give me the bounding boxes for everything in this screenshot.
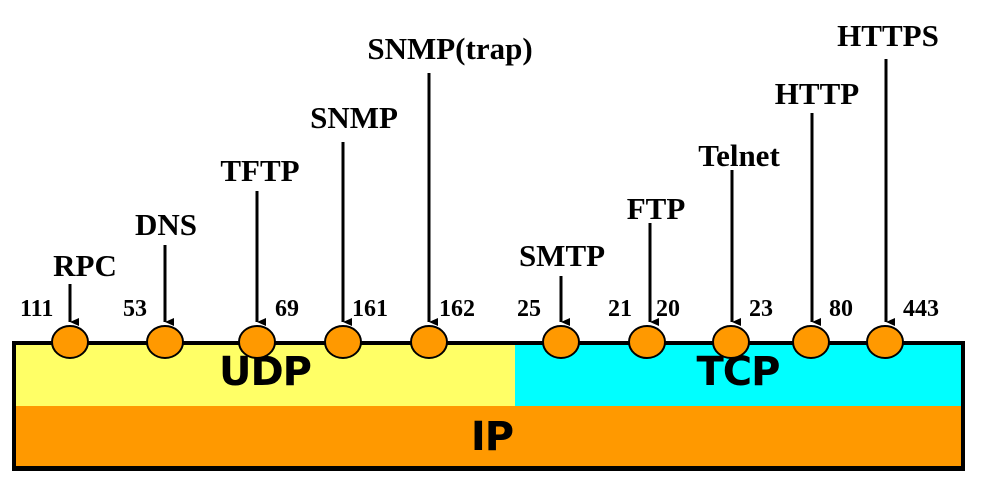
port-label-443: 443 [903, 296, 939, 322]
port-circle-111 [51, 325, 89, 359]
udp-label: UDP [219, 349, 312, 395]
port-label-111: 111 [20, 296, 54, 322]
service-label-http: HTTP [774, 76, 860, 111]
port-circle-162 [410, 325, 448, 359]
service-label-rpc: RPC [53, 248, 117, 283]
service-label-https: HTTPS [837, 18, 939, 53]
service-label-telnet: Telnet [698, 138, 780, 173]
port-label-21: 21 [608, 296, 632, 322]
port-label-20: 20 [656, 296, 680, 322]
port-circle-21-20 [628, 325, 666, 359]
port-label-23: 23 [749, 296, 773, 322]
ip-layer [12, 406, 965, 471]
service-label-snmp: SNMP [310, 100, 398, 135]
port-label-53: 53 [123, 296, 147, 322]
ip-label: IP [470, 414, 514, 460]
port-label-161: 161 [352, 296, 388, 322]
service-label-smtp: SMTP [518, 238, 606, 273]
port-circle-53 [146, 325, 184, 359]
port-circle-161 [324, 325, 362, 359]
port-label-162: 162 [439, 296, 475, 322]
tcp-label: TCP [696, 349, 781, 395]
port-circle-69 [238, 325, 276, 359]
service-label-ftp: FTP [626, 191, 686, 226]
port-label-25: 25 [517, 296, 541, 322]
port-circle-80 [792, 325, 830, 359]
service-label-tftp: TFTP [220, 153, 300, 188]
port-circle-25 [542, 325, 580, 359]
port-label-80: 80 [829, 296, 853, 322]
port-circle-443 [866, 325, 904, 359]
service-label-snmp-trap: SNMP(trap) [367, 31, 533, 66]
port-label-69: 69 [275, 296, 299, 322]
service-label-dns: DNS [134, 207, 198, 242]
port-circle-23 [712, 325, 750, 359]
